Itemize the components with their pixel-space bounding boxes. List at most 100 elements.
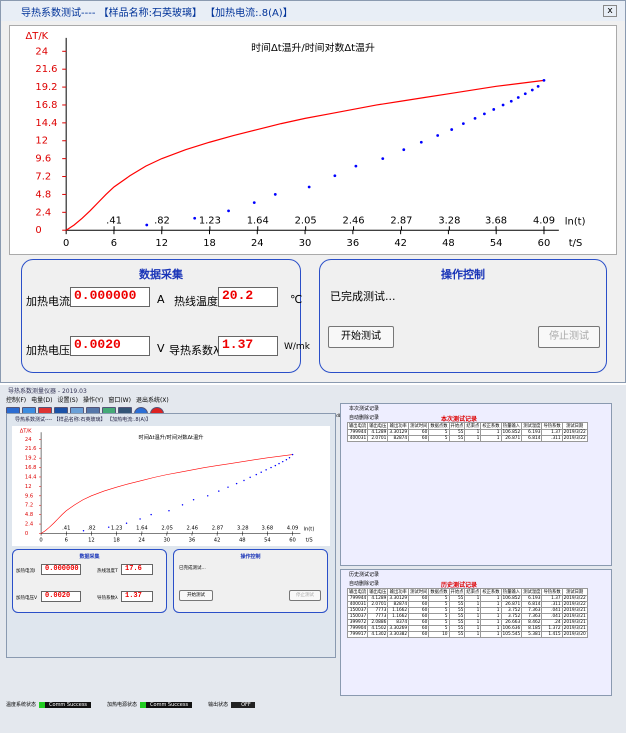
stop-button[interactable]: 停止测试 (289, 590, 321, 601)
menu-item[interactable]: 设置(S) (57, 397, 78, 404)
x2-tick-label: .41 (106, 215, 122, 226)
data-point (523, 92, 527, 96)
x-tick-label: 60 (538, 238, 551, 249)
table-cell: 60 (408, 631, 430, 638)
header-cell: 校正系数 (480, 422, 502, 430)
x2-tick-label: 2.46 (343, 215, 365, 226)
x2-tick-label: 3.28 (438, 215, 460, 226)
table-cell: 1 (480, 435, 502, 442)
table-cell: 799944 (346, 429, 369, 436)
x2-tick-label: 4.09 (287, 526, 299, 532)
table-row: 799944 4.1289 3.30129 60 5 55 1 1 106.852 6.193 1.… (346, 595, 588, 602)
table-cell: 4.1302 (367, 631, 389, 638)
table-cell: 400031 (346, 601, 369, 608)
table-cell: 2019/3/22 (561, 601, 588, 608)
data-point (483, 112, 486, 116)
x-tick-label: 30 (164, 538, 171, 544)
data-point (536, 84, 540, 88)
data-point (206, 495, 209, 497)
header-cell: 热量输入 (500, 588, 523, 596)
field: 1.37 (121, 591, 153, 602)
table-cell: 1 (480, 631, 502, 638)
field: 0.0020 (41, 591, 81, 602)
data-point (107, 526, 110, 528)
menu-item[interactable]: 操作(Y) (82, 397, 104, 404)
label: 加热电压V (26, 344, 78, 357)
panel-title: 数据采集 (139, 268, 183, 281)
x-tick-label: 18 (203, 238, 216, 249)
header-cell: 输出电流 (346, 422, 369, 430)
table-cell: 400031 (346, 435, 369, 442)
label: 加热电流I (26, 295, 74, 308)
table-cell: 1 (464, 435, 482, 442)
checkbox-label: 自动删除记录 (349, 581, 380, 587)
data-point (252, 201, 256, 205)
table-cell: 82874 (387, 435, 410, 442)
table-cell: 799917 (346, 631, 369, 638)
start-button[interactable]: 开始测试 (328, 326, 394, 348)
start-button[interactable]: 开始测试 (179, 590, 213, 601)
y-tick-label: 14.4 (25, 474, 37, 480)
chart-window: 导热系数测试---- 【样品名称:石英玻璃】 【加热电流:.8(A)】 ΔT/K… (6, 413, 336, 658)
x-tick-label: 0 (63, 238, 69, 249)
y-tick-label: 16.8 (35, 100, 57, 111)
checkbox-label: 自动删除记录 (349, 415, 380, 421)
data-point (270, 466, 272, 469)
menu-item[interactable]: 控制(F) (6, 397, 27, 404)
y-tick-label: 4.8 (35, 189, 51, 200)
data-point (193, 216, 197, 220)
data-point (542, 78, 546, 82)
mini-chart: ΔT/K 时间Δt温升/时间对数Δt温升 t/S ln(t) 0 2.4 4.8 7.2 9.6… (12, 426, 330, 546)
data-point (381, 157, 385, 161)
x2-tick-label: 2.87 (212, 526, 224, 532)
header-cell: 测试时间 (408, 588, 430, 596)
menu-item[interactable]: 退出系统(X) (135, 397, 169, 404)
table-cell: 106.852 (500, 595, 523, 602)
y-tick-label: 7.2 (25, 503, 33, 509)
table-cell: 2.0701 (367, 435, 389, 442)
data-point (168, 509, 170, 512)
data-point (125, 522, 128, 525)
y-tick-label: 24 (35, 46, 48, 57)
data-point (285, 458, 288, 461)
table-cell: .311 (541, 435, 563, 442)
data-point (530, 88, 534, 92)
app-title: 导热系数测量仪器 - 2019.03 (8, 388, 87, 395)
close-button[interactable]: x (603, 5, 617, 17)
x-tick-label: 48 (442, 238, 455, 249)
x2-tick-label: 4.09 (533, 215, 555, 226)
data-point (192, 499, 195, 501)
menu-item[interactable]: 窗口(W) (108, 397, 131, 404)
status-label: 温度系统状态 (6, 702, 37, 708)
table-cell: 2019/3/21 (561, 625, 588, 632)
chart-title: 时间Δt温升/时间对数Δt温升 (139, 433, 204, 441)
x-tick-label: 42 (394, 238, 407, 249)
status-label: 输出状态 (208, 702, 229, 708)
data-point (243, 479, 245, 482)
data-point (150, 513, 152, 516)
table-cell: 106.636 (500, 625, 523, 632)
data-point (265, 469, 267, 471)
x2-tick-label: 3.28 (237, 526, 249, 532)
y-tick-label: 16.8 (25, 465, 37, 471)
table-cell: 2019/3/21 (561, 613, 588, 620)
data-line (65, 79, 545, 231)
header-cell: 测试日期 (561, 588, 588, 596)
data-point (333, 174, 337, 178)
menu-item[interactable]: 电量(D) (31, 397, 53, 404)
table-cell: 4.1289 (367, 429, 389, 436)
stop-button[interactable]: 停止测试 (538, 326, 600, 348)
status-text: 已完成测试... (330, 290, 396, 303)
table-cell: 799944 (346, 595, 369, 602)
table-cell: 26.871 (500, 435, 523, 442)
header-cell: 数据点数 (428, 588, 450, 596)
y-tick-label: 21.6 (25, 446, 37, 452)
y-axis-label: ΔT/K (20, 429, 32, 435)
table-cell: 4.1502 (367, 625, 389, 632)
header-cell: 输出电压 (367, 588, 389, 596)
header-row: 输出电流 输出电压 输出功率 测试时间 数据点数 开始点 结束点 校正系数 热量输入 测试温度 导热… (346, 422, 588, 430)
x-tick-label: 42 (214, 538, 221, 544)
table-row: 150037 7773 1.1662 60 5 55 1 1 3.752 7.363.041 201… (346, 607, 588, 614)
current-records-window: 本次测试记录 自动删除记录 本次测试记录 输出电流 输出电压 输出功率 测试时间 数据点数 开始… (340, 403, 612, 566)
x2-axis-label: ln(t) (565, 216, 586, 227)
